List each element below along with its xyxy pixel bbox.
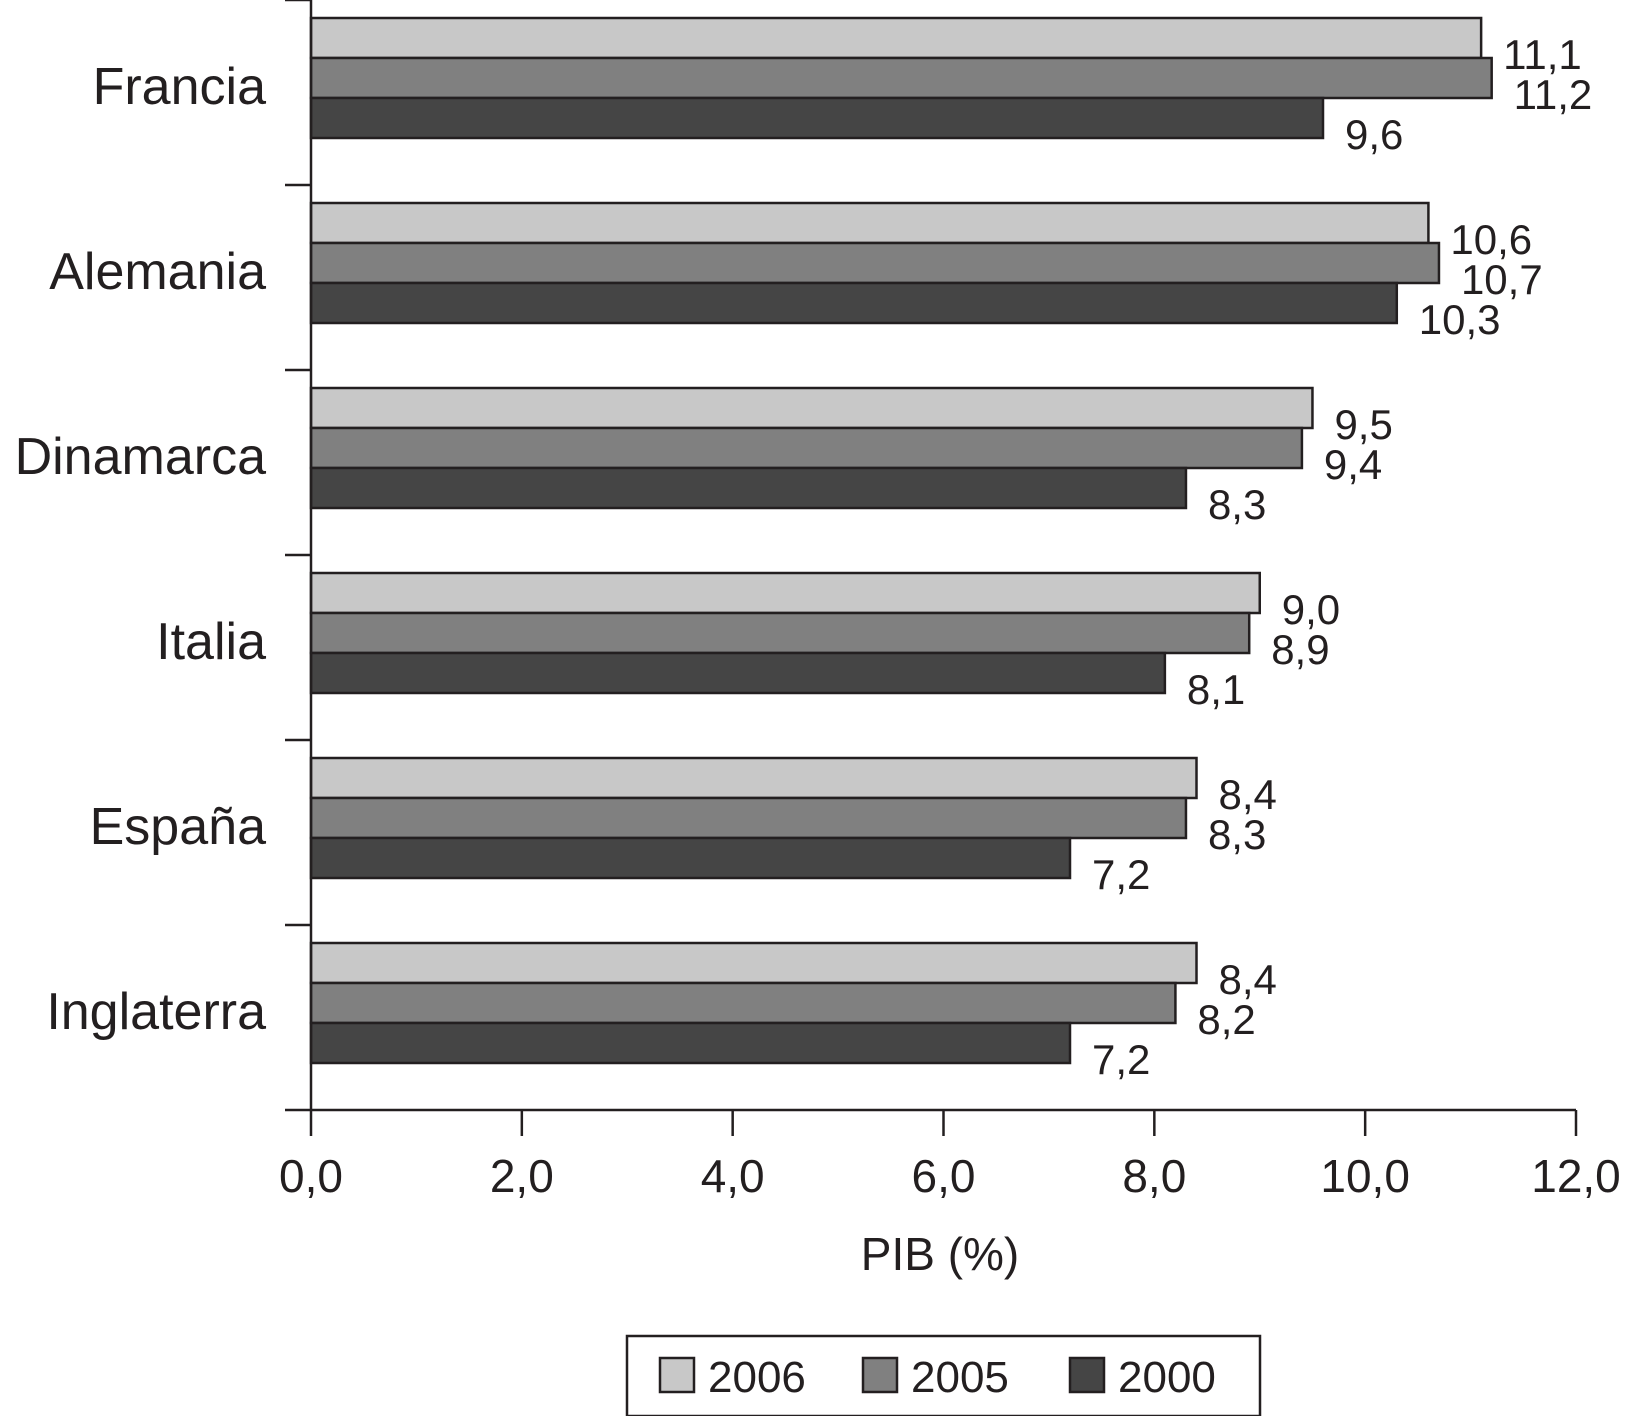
bar-2006-0	[309, 16, 1483, 60]
x-tick-label-4: 8,0	[1122, 1150, 1186, 1202]
bar-2006-3	[309, 571, 1261, 615]
legend-swatch-2005	[861, 1356, 899, 1394]
category-label-4: España	[90, 798, 266, 856]
x-axis-title: PIB (%)	[861, 1228, 1019, 1280]
data-label-2000-4: 7,2	[1092, 851, 1150, 898]
category-label-2: Dinamarca	[15, 428, 266, 486]
data-label-2006-1: 10,6	[1450, 216, 1532, 263]
data-label-2000-1: 10,3	[1419, 296, 1501, 343]
legend-swatch-2006	[658, 1356, 696, 1394]
data-label-2006-3: 9,0	[1282, 586, 1340, 633]
data-label-2005-1: 10,7	[1461, 256, 1543, 303]
bar-2005-2	[309, 426, 1304, 470]
category-label-3: Italia	[156, 613, 266, 671]
data-label-2005-3: 8,9	[1271, 626, 1329, 673]
bar-2006-1	[309, 201, 1430, 245]
bar-2000-2	[309, 466, 1188, 510]
data-label-2006-2: 9,5	[1334, 401, 1392, 448]
x-tick-label-3: 6,0	[912, 1150, 976, 1202]
bar-2000-3	[309, 651, 1167, 695]
data-label-2000-2: 8,3	[1208, 481, 1266, 528]
data-label-2006-5: 8,4	[1219, 956, 1277, 1003]
category-label-1: Alemania	[49, 243, 266, 301]
bar-2006-2	[309, 386, 1314, 430]
bars-layer	[309, 16, 1493, 1065]
legend: 2006 2005 2000	[625, 1334, 1262, 1416]
x-tick-label-6: 12,0	[1531, 1150, 1621, 1202]
data-label-2005-5: 8,2	[1197, 996, 1255, 1043]
data-label-2000-0: 9,6	[1345, 111, 1403, 158]
legend-label-2005: 2005	[911, 1353, 1009, 1402]
bar-2000-0	[309, 96, 1325, 140]
x-tick-label-1: 2,0	[490, 1150, 554, 1202]
bar-2000-4	[309, 836, 1072, 880]
category-label-0: Francia	[93, 58, 266, 116]
bar-2005-3	[309, 611, 1251, 655]
bar-2000-5	[309, 1021, 1072, 1065]
x-tick-label-2: 4,0	[701, 1150, 765, 1202]
legend-box	[625, 1334, 1262, 1416]
data-label-2005-4: 8,3	[1208, 811, 1266, 858]
labels-layer: 11,111,2 9,6 Francia 10,610,710,3 Alemania 9,…	[15, 31, 1621, 1280]
bar-2005-4	[309, 796, 1188, 840]
legend-label-2006: 2006	[708, 1353, 806, 1402]
category-label-5: Inglaterra	[46, 983, 266, 1041]
data-label-2005-2: 9,4	[1324, 441, 1382, 488]
data-label-2006-4: 8,4	[1219, 771, 1277, 818]
bar-2000-1	[309, 281, 1399, 325]
x-tick-label-5: 10,0	[1320, 1150, 1410, 1202]
data-label-2006-0: 11,1	[1503, 31, 1582, 78]
data-label-2000-5: 7,2	[1092, 1036, 1150, 1083]
axes-layer	[285, 0, 1578, 1136]
bar-2006-4	[309, 756, 1198, 800]
bar-2005-5	[309, 981, 1177, 1025]
data-label-2000-3: 8,1	[1187, 666, 1245, 713]
bar-2005-0	[309, 56, 1493, 100]
data-label-2005-0: 11,2	[1514, 71, 1593, 118]
x-tick-label-0: 0,0	[279, 1150, 343, 1202]
legend-swatch-2000	[1068, 1356, 1106, 1394]
bar-2006-5	[309, 941, 1198, 985]
legend-label-2000: 2000	[1118, 1353, 1216, 1402]
bar-2005-1	[309, 241, 1441, 285]
